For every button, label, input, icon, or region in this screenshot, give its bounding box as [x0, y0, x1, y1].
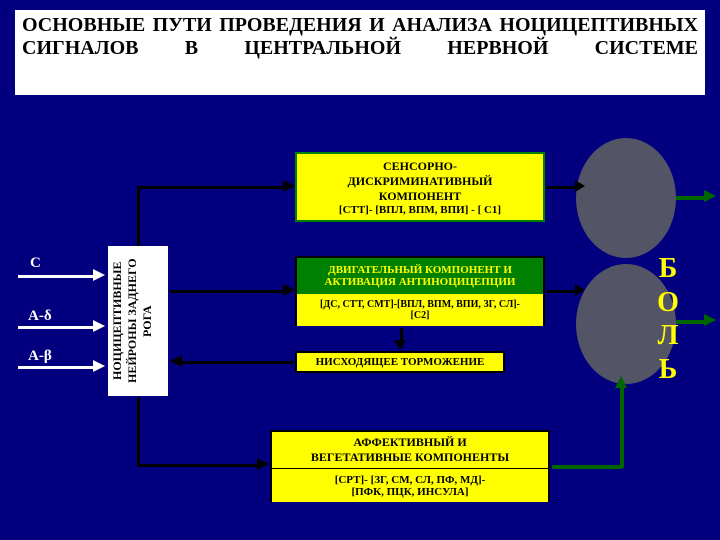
fiber-c-head [93, 269, 105, 281]
oval-top [576, 138, 676, 258]
sensory-l1: СЕНСОРНО- [383, 159, 457, 174]
fiber-ad-head [93, 320, 105, 332]
oval-top-pain-h [676, 196, 706, 200]
vertical-neurons-text: НОЦИЦЕПТИВНЫЕ НЕЙРОНЫ ЗАДНЕГО РОГА [110, 250, 166, 392]
aff-up-h [552, 465, 622, 469]
fiber-c-line [18, 275, 93, 278]
fiber-abeta: A-β [28, 348, 52, 365]
conn-up-head [283, 180, 295, 192]
fiber-c: C [30, 255, 41, 272]
sens-oval-head [575, 180, 585, 192]
affective-l2: ВЕГЕТАТИВНЫЕ КОМПОНЕНТЫ [311, 450, 509, 465]
oval-bot-pain-h [676, 320, 706, 324]
motor-oval-head [575, 284, 585, 296]
motor-l1: ДВИГАТЕЛЬНЫЙ КОМПОНЕНТ И [328, 264, 512, 276]
desc-box: НИСХОДЯЩЕЕ ТОРМОЖЕНИЕ [295, 351, 505, 373]
motor-l3: [ДС, СТТ, СМТ]-[ВПЛ, ВПМ, ВПИ, ЗГ, СЛ]- [320, 299, 520, 310]
affective-l4: [ПФК, ПЦК, ИНСУЛА] [351, 486, 468, 498]
sensory-l3: КОМПОНЕНТ [379, 189, 461, 204]
fiber-ad-line [18, 326, 93, 329]
motor-box: ДВИГАТЕЛЬНЫЙ КОМПОНЕНТ И АКТИВАЦИЯ АНТИН… [295, 256, 545, 326]
conn-up-h [137, 186, 283, 189]
desc-back-head [170, 355, 182, 367]
fiber-adelta: A-δ [28, 308, 52, 325]
fiber-ab-head [93, 360, 105, 372]
oval-top-pain-head [704, 190, 716, 202]
affective-l3: [СРТ]- [ЗГ, СМ, СЛ, ПФ, МД]- [335, 474, 486, 486]
sens-oval-h [547, 186, 577, 189]
sensory-l4: [СТТ]- [ВПЛ, ВПМ, ВПИ] - [ C1] [339, 204, 501, 216]
conn-mid-h [170, 290, 283, 293]
desc-back-h [182, 361, 294, 364]
motor-desc-head [394, 340, 406, 350]
sensory-box: СЕНСОРНО- ДИСКРИМИНАТИВНЫЙ КОМПОНЕНТ [СТ… [295, 152, 545, 222]
conn-mid-head [283, 284, 295, 296]
affective-l1: АФФЕКТИВНЫЙ И [353, 435, 466, 450]
conn-dn-head [257, 458, 269, 470]
fiber-ab-line [18, 366, 93, 369]
title-text: ОСНОВНЫЕ ПУТИ ПРОВЕДЕНИЯ И АНАЛИЗА НОЦИЦ… [22, 14, 698, 60]
oval-bot-pain-head [704, 314, 716, 326]
sensory-l2: ДИСКРИМИНАТИВНЫЙ [347, 174, 492, 189]
affective-box: АФФЕКТИВНЫЙ И ВЕГЕТАТИВНЫЕ КОМПОНЕНТЫ [С… [270, 430, 550, 502]
motor-oval-h [547, 290, 577, 293]
conn-dn-h [137, 464, 257, 467]
desc-l1: НИСХОДЯЩЕЕ ТОРМОЖЕНИЕ [316, 356, 485, 368]
conn-up-v [137, 186, 140, 246]
motor-l2: АКТИВАЦИЯ АНТИНОЦИЦЕПЦИИ [325, 276, 516, 288]
aff-up-v [620, 386, 624, 468]
conn-dn-v [137, 398, 140, 466]
motor-l4: [C2] [411, 310, 430, 321]
aff-up-head [615, 376, 627, 388]
